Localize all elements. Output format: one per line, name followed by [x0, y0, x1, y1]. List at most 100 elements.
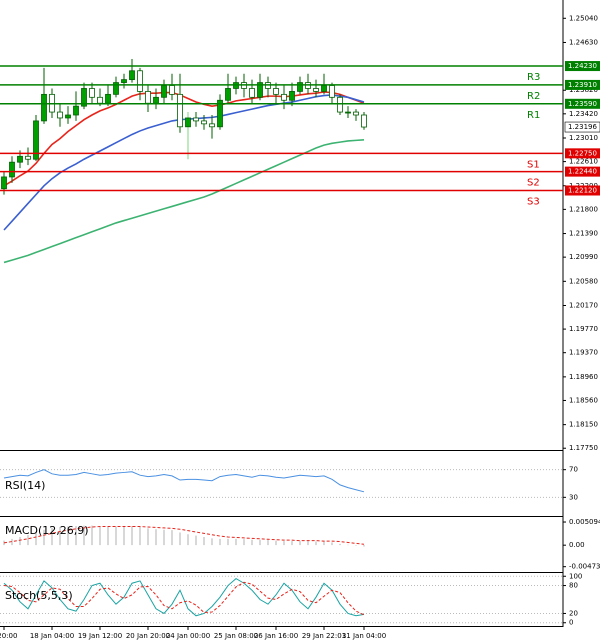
- candle-body: [121, 79, 127, 83]
- y-tick-label: 0.00: [569, 541, 585, 549]
- level-name: R3: [527, 72, 540, 83]
- candle-body: [217, 99, 223, 128]
- y-tick-label: 1.20170: [569, 302, 598, 310]
- y-tick-label: 1.19370: [569, 349, 598, 357]
- candle-body: [25, 155, 31, 160]
- last-price-label: 1.23196: [568, 123, 597, 131]
- candle-body: [297, 82, 303, 92]
- panel-title: MACD(12,26,9): [5, 524, 89, 537]
- y-tick-label: 1.20990: [569, 253, 598, 261]
- x-tick-label: 24 Jan 00:00: [166, 632, 210, 640]
- candle-body: [281, 93, 287, 101]
- moving-average: [3, 91, 365, 187]
- y-tick-label: 1.24630: [569, 38, 598, 46]
- candle-body: [1, 176, 7, 190]
- x-tick-label: 18 Jan 04:00: [30, 632, 74, 640]
- level-price-box: [565, 61, 600, 72]
- level-price-box: [565, 166, 600, 177]
- level-name: R2: [527, 91, 540, 102]
- y-tick-label: 1.18560: [569, 396, 598, 404]
- candle-body: [177, 93, 183, 128]
- moving-average: [3, 94, 365, 231]
- candle-body: [345, 111, 351, 114]
- y-tick-label: 20: [569, 609, 578, 617]
- candle-body: [185, 117, 191, 128]
- y-tick-label: 80: [569, 582, 578, 590]
- y-tick-label: 1.18150: [569, 421, 598, 429]
- candle-body: [97, 96, 103, 104]
- y-tick-label: 1.22610: [569, 158, 598, 166]
- level-name: R1: [527, 110, 540, 121]
- x-tick-label: 25 Jan 08:00: [214, 632, 258, 640]
- x-tick-label: 26 Jan 16:00: [254, 632, 298, 640]
- candle-body: [169, 85, 175, 95]
- candle-body: [89, 88, 95, 98]
- y-tick-label: 1.17750: [569, 444, 598, 452]
- level-price-label: 1.22120: [568, 186, 597, 194]
- candle-body: [105, 93, 111, 104]
- y-tick-label: 1.23820: [569, 86, 598, 94]
- x-tick-label: 29 Jan 22:01: [302, 632, 346, 640]
- candle-body: [9, 161, 15, 178]
- candle-body: [361, 114, 367, 128]
- y-tick-label: 0.005094: [569, 518, 600, 526]
- x-tick-label: 31 Jan 04:00: [342, 632, 386, 640]
- candle-body: [145, 91, 151, 104]
- candle-body: [289, 91, 295, 101]
- candle-body: [33, 120, 39, 160]
- candle-body: [209, 123, 215, 128]
- y-tick-label: 1.21800: [569, 205, 598, 213]
- indicator-line: [3, 581, 365, 616]
- level-price-label: 1.22440: [568, 168, 597, 176]
- y-tick-label: 1.20580: [569, 277, 598, 285]
- level-price-label: 1.22750: [568, 149, 597, 157]
- y-tick-label: 70: [569, 466, 578, 474]
- y-tick-label: 1.23010: [569, 134, 598, 142]
- y-tick-label: -0.004731: [569, 563, 600, 571]
- candle-body: [161, 85, 167, 98]
- candle-body: [73, 105, 79, 116]
- x-tick-label: n 20:00: [0, 632, 17, 640]
- candle-body: [41, 93, 47, 122]
- level-name: S3: [527, 196, 540, 207]
- candle-body: [137, 70, 143, 92]
- indicator-line: [3, 469, 365, 493]
- y-tick-label: 1.25040: [569, 14, 598, 22]
- y-tick-label: 1.18960: [569, 373, 598, 381]
- candle-body: [81, 88, 87, 107]
- y-tick-label: 1.19770: [569, 325, 598, 333]
- level-name: S1: [527, 159, 540, 170]
- level-price-box: [565, 148, 600, 159]
- level-price-box: [565, 79, 600, 90]
- candle-body: [225, 88, 231, 101]
- candle-body: [273, 88, 279, 95]
- candle-body: [57, 111, 63, 119]
- level-price-label: 1.24230: [568, 62, 597, 70]
- level-price-label: 1.23590: [568, 100, 597, 108]
- level-price-label: 1.23910: [568, 81, 597, 89]
- candle-body: [353, 111, 359, 116]
- y-tick-label: 1.23420: [569, 110, 598, 118]
- candle-body: [129, 70, 135, 81]
- candle-body: [17, 155, 23, 163]
- candle-body: [329, 85, 335, 98]
- candle-body: [193, 117, 199, 122]
- last-price-box: [564, 121, 600, 133]
- candle-body: [337, 96, 343, 113]
- level-name: S2: [527, 178, 540, 189]
- candle-body: [153, 96, 159, 104]
- candle-body: [65, 114, 71, 119]
- indicator-line: [3, 577, 365, 617]
- y-tick-label: 1.21390: [569, 230, 598, 238]
- x-tick-label: 19 Jan 12:00: [78, 632, 122, 640]
- candle-body: [313, 88, 319, 92]
- candle-body: [201, 120, 207, 125]
- indicator-line: [3, 526, 365, 545]
- candle-body: [113, 82, 119, 95]
- candle-body: [249, 88, 255, 98]
- y-tick-label: 0: [569, 619, 573, 627]
- y-tick-label: 100: [569, 572, 582, 580]
- panel-title: RSI(14): [5, 479, 45, 492]
- candle-body: [321, 85, 327, 92]
